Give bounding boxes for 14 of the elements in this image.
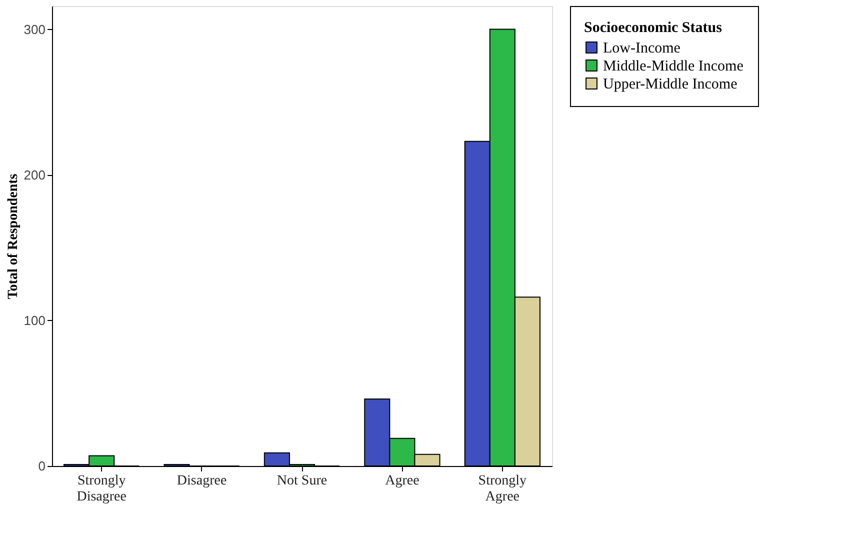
x-tick-label: Strongly Disagree: [76, 474, 126, 504]
legend-label: Upper-Middle Income: [603, 76, 738, 92]
legend-label: Middle-Middle Income: [603, 58, 744, 74]
legend-title: Socioeconomic Status: [584, 20, 722, 36]
x-tick-label: Agree: [385, 474, 420, 488]
x-tick-label: Disagree: [176, 474, 227, 488]
x-tick-label: Not Sure: [276, 474, 328, 488]
y-tick-label: 100: [24, 312, 46, 328]
y-tick-label: 200: [24, 167, 46, 182]
y-tick-label: 300: [24, 22, 46, 37]
y-tick-label: 0: [38, 458, 46, 474]
y-axis-title: Total of Respondents: [6, 173, 21, 300]
legend-label: Low-Income: [603, 40, 681, 56]
x-tick-label: Strongly Agree: [478, 474, 527, 504]
